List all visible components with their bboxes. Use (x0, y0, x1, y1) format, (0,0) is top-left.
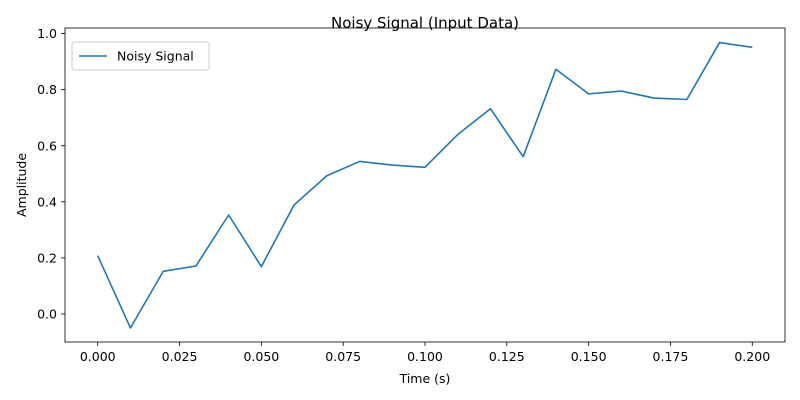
data-point (359, 160, 361, 162)
data-point (293, 204, 295, 206)
y-tick-label: 0.2 (37, 250, 57, 265)
x-tick-label: 0.150 (571, 349, 607, 364)
x-tick-label: 0.025 (162, 349, 198, 364)
y-axis-ticks: 0.0 0.2 0.4 0.6 0.8 1.0 (37, 26, 65, 321)
series-layer (97, 41, 753, 329)
y-tick-label: 1.0 (37, 26, 57, 41)
data-point (129, 327, 131, 329)
data-point (97, 255, 99, 257)
data-point (228, 214, 230, 216)
x-tick-label: 0.200 (734, 349, 770, 364)
x-tick-label: 0.100 (407, 349, 443, 364)
y-tick-label: 0.8 (37, 82, 57, 97)
x-tick-label: 0.050 (243, 349, 279, 364)
data-point (751, 46, 753, 48)
legend: Noisy Signal (71, 41, 210, 71)
data-point (620, 90, 622, 92)
y-axis-label: Amplitude (14, 153, 29, 217)
x-tick-label: 0.075 (325, 349, 361, 364)
data-point (686, 98, 688, 100)
y-tick-label: 0.6 (37, 138, 57, 153)
data-point (326, 175, 328, 177)
data-point (719, 42, 721, 44)
data-point (489, 108, 491, 110)
data-point (522, 156, 524, 158)
data-point (162, 270, 164, 272)
y-tick-label: 0.4 (37, 194, 57, 209)
data-point (555, 68, 557, 70)
chart-title: Noisy Signal (Input Data) (331, 14, 519, 32)
y-tick-label: 0.0 (37, 306, 57, 321)
data-point (424, 166, 426, 168)
data-point (260, 266, 262, 268)
data-point (391, 164, 393, 166)
data-point (653, 97, 655, 99)
data-point (195, 265, 197, 267)
data-point (588, 93, 590, 95)
x-tick-label: 0.125 (489, 349, 525, 364)
data-point (457, 134, 459, 136)
x-axis-label: Time (s) (399, 371, 451, 386)
x-tick-label: 0.000 (80, 349, 116, 364)
series-line-noisy-signal (97, 41, 753, 329)
x-tick-label: 0.175 (653, 349, 689, 364)
x-axis-ticks: 0.000 0.025 0.050 0.075 0.100 0.125 0.150 0.175… (80, 342, 770, 364)
legend-label-noisy-signal: Noisy Signal (117, 49, 194, 64)
legend-box (71, 41, 210, 71)
